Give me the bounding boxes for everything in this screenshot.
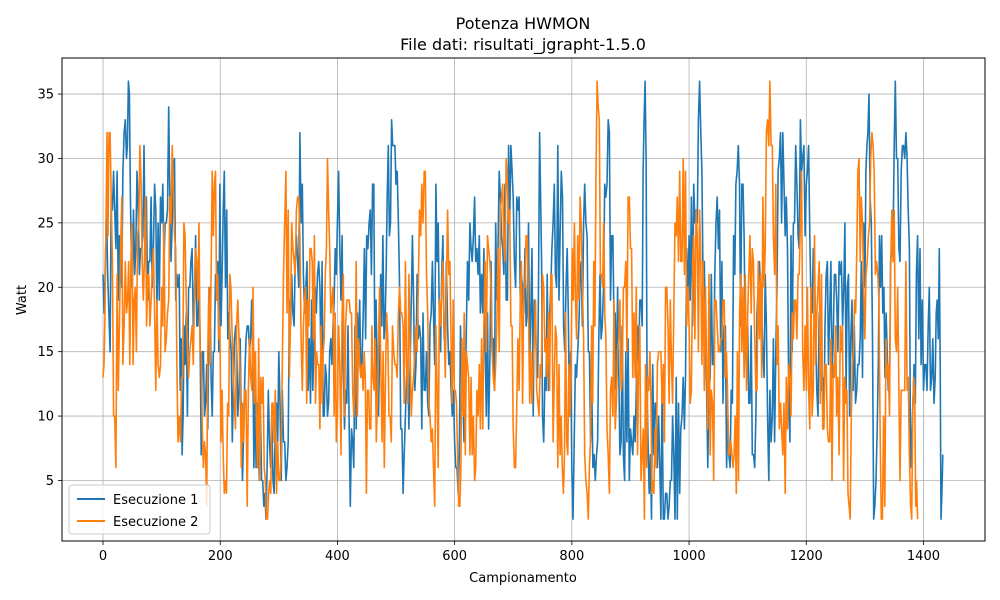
legend-label-series-2: Esecuzione 2: [113, 515, 198, 530]
y-tick-label-2: 15: [37, 345, 54, 360]
x-tick-label-6: 1200: [790, 549, 823, 564]
legend-label-series-1: Esecuzione 1: [113, 493, 198, 508]
y-tick-label-0: 5: [46, 474, 54, 489]
y-tick-label-1: 10: [37, 410, 54, 425]
x-tick-label-0: 0: [99, 549, 107, 564]
axis-ticks: 0 200 400 600 800 1000 1200 1400 5 10 15 20 25 30 35: [37, 88, 940, 564]
x-tick-label-5: 1000: [673, 549, 706, 564]
y-tick-label-4: 25: [37, 216, 54, 231]
x-tick-label-3: 600: [442, 549, 467, 564]
chart-subtitle: File dati: risultati_jgrapht-1.5.0: [400, 35, 646, 55]
x-tick-label-2: 400: [325, 549, 350, 564]
x-tick-label-1: 200: [208, 549, 233, 564]
legend: Esecuzione 1 Esecuzione 2: [68, 484, 211, 535]
x-tick-label-7: 1400: [907, 549, 940, 564]
x-tick-label-4: 800: [559, 549, 584, 564]
y-tick-label-6: 35: [37, 88, 54, 103]
y-axis-label: Watt: [15, 285, 30, 315]
x-axis-label: Campionamento: [469, 571, 577, 586]
plot-frame: [61, 57, 986, 542]
y-tick-label-5: 30: [37, 152, 54, 167]
plot-area: [102, 80, 944, 520]
series-line-2: [102, 80, 919, 520]
series-layer: [102, 80, 944, 520]
y-tick-label-3: 20: [37, 281, 54, 296]
chart-title: Potenza HWMON: [456, 14, 591, 33]
